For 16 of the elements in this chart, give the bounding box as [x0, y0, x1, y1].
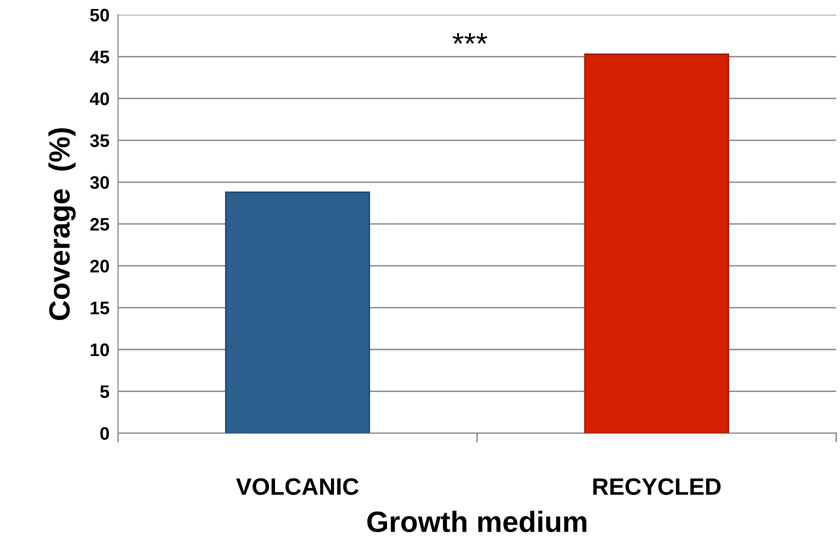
- y-tick-label: 40: [90, 92, 109, 106]
- annotation: ***: [452, 33, 488, 44]
- y-tick-label: 30: [90, 176, 109, 189]
- y-axis-title: Coverage (%): [48, 128, 76, 320]
- y-tick-label: 20: [90, 260, 109, 273]
- x-axis-title: Growth medium: [367, 510, 586, 532]
- y-tick-label: 0: [100, 427, 109, 440]
- x-tick-label: VOLCANIC: [236, 478, 359, 495]
- y-tick-label: 35: [90, 134, 110, 148]
- y-tick-label: 15: [90, 302, 110, 314]
- y-tick-label: 25: [90, 218, 110, 231]
- y-tick-label: 50: [90, 8, 109, 22]
- x-tick-label: RECYCLED: [593, 478, 721, 495]
- y-tick-label: 10: [90, 343, 109, 356]
- y-tick-label: 45: [90, 50, 110, 64]
- y-tick-label: 5: [100, 385, 110, 398]
